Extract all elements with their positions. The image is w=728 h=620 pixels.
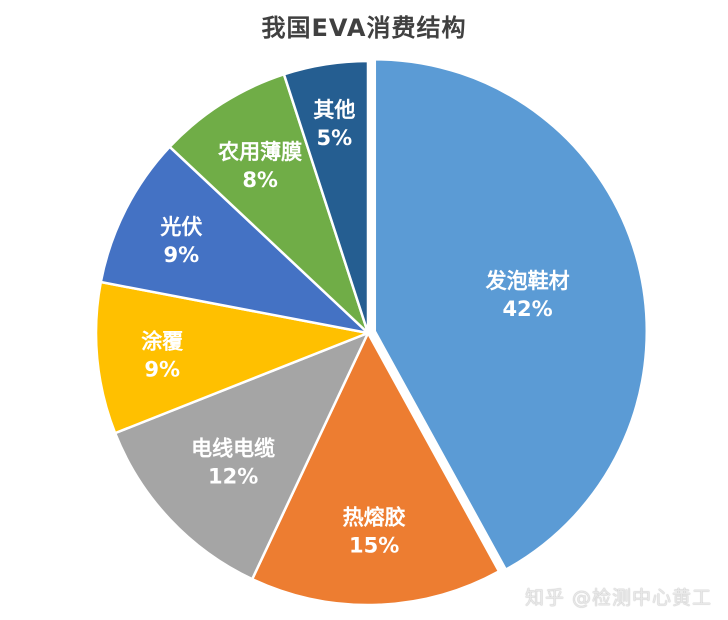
slice-label-value-2: 15% bbox=[349, 534, 399, 558]
pie-slice-7 bbox=[282, 59, 370, 335]
chart-title: 我国EVA消费结构 bbox=[261, 14, 467, 42]
watermark: 知乎 @检测中心黄工 bbox=[524, 587, 712, 609]
pie-slice-3 bbox=[113, 331, 370, 581]
slice-label-value-3: 12% bbox=[208, 465, 258, 489]
slice-label-value-1: 42% bbox=[502, 297, 552, 321]
slice-label-name-4: 涂覆 bbox=[141, 329, 184, 353]
slice-label-value-7: 5% bbox=[317, 126, 353, 150]
slice-label-name-5: 光伏 bbox=[159, 215, 202, 239]
pie-slice-5 bbox=[99, 145, 370, 335]
pie-labels: 发泡鞋材 42% 热熔胶 15% 电线电缆 12% 涂覆 9% 光伏 9% 农用薄膜 8% 其他 5% bbox=[141, 98, 569, 558]
pie-slice-1 bbox=[373, 58, 648, 571]
slice-label-name-3: 电线电缆 bbox=[191, 437, 275, 461]
slice-label-value-6: 8% bbox=[242, 168, 278, 192]
pie-slice-4 bbox=[94, 280, 370, 435]
slice-label-name-7: 其他 bbox=[313, 98, 355, 122]
slice-label-value-5: 9% bbox=[164, 243, 200, 267]
pie-slice-6 bbox=[168, 73, 370, 335]
slice-label-name-1: 发泡鞋材 bbox=[485, 269, 570, 293]
slice-label-name-6: 农用薄膜 bbox=[217, 140, 302, 164]
slice-label-value-4: 9% bbox=[144, 357, 180, 381]
pie-slices bbox=[94, 58, 648, 607]
slice-label-name-2: 热熔胶 bbox=[343, 506, 406, 530]
pie-slice-2 bbox=[250, 331, 501, 607]
